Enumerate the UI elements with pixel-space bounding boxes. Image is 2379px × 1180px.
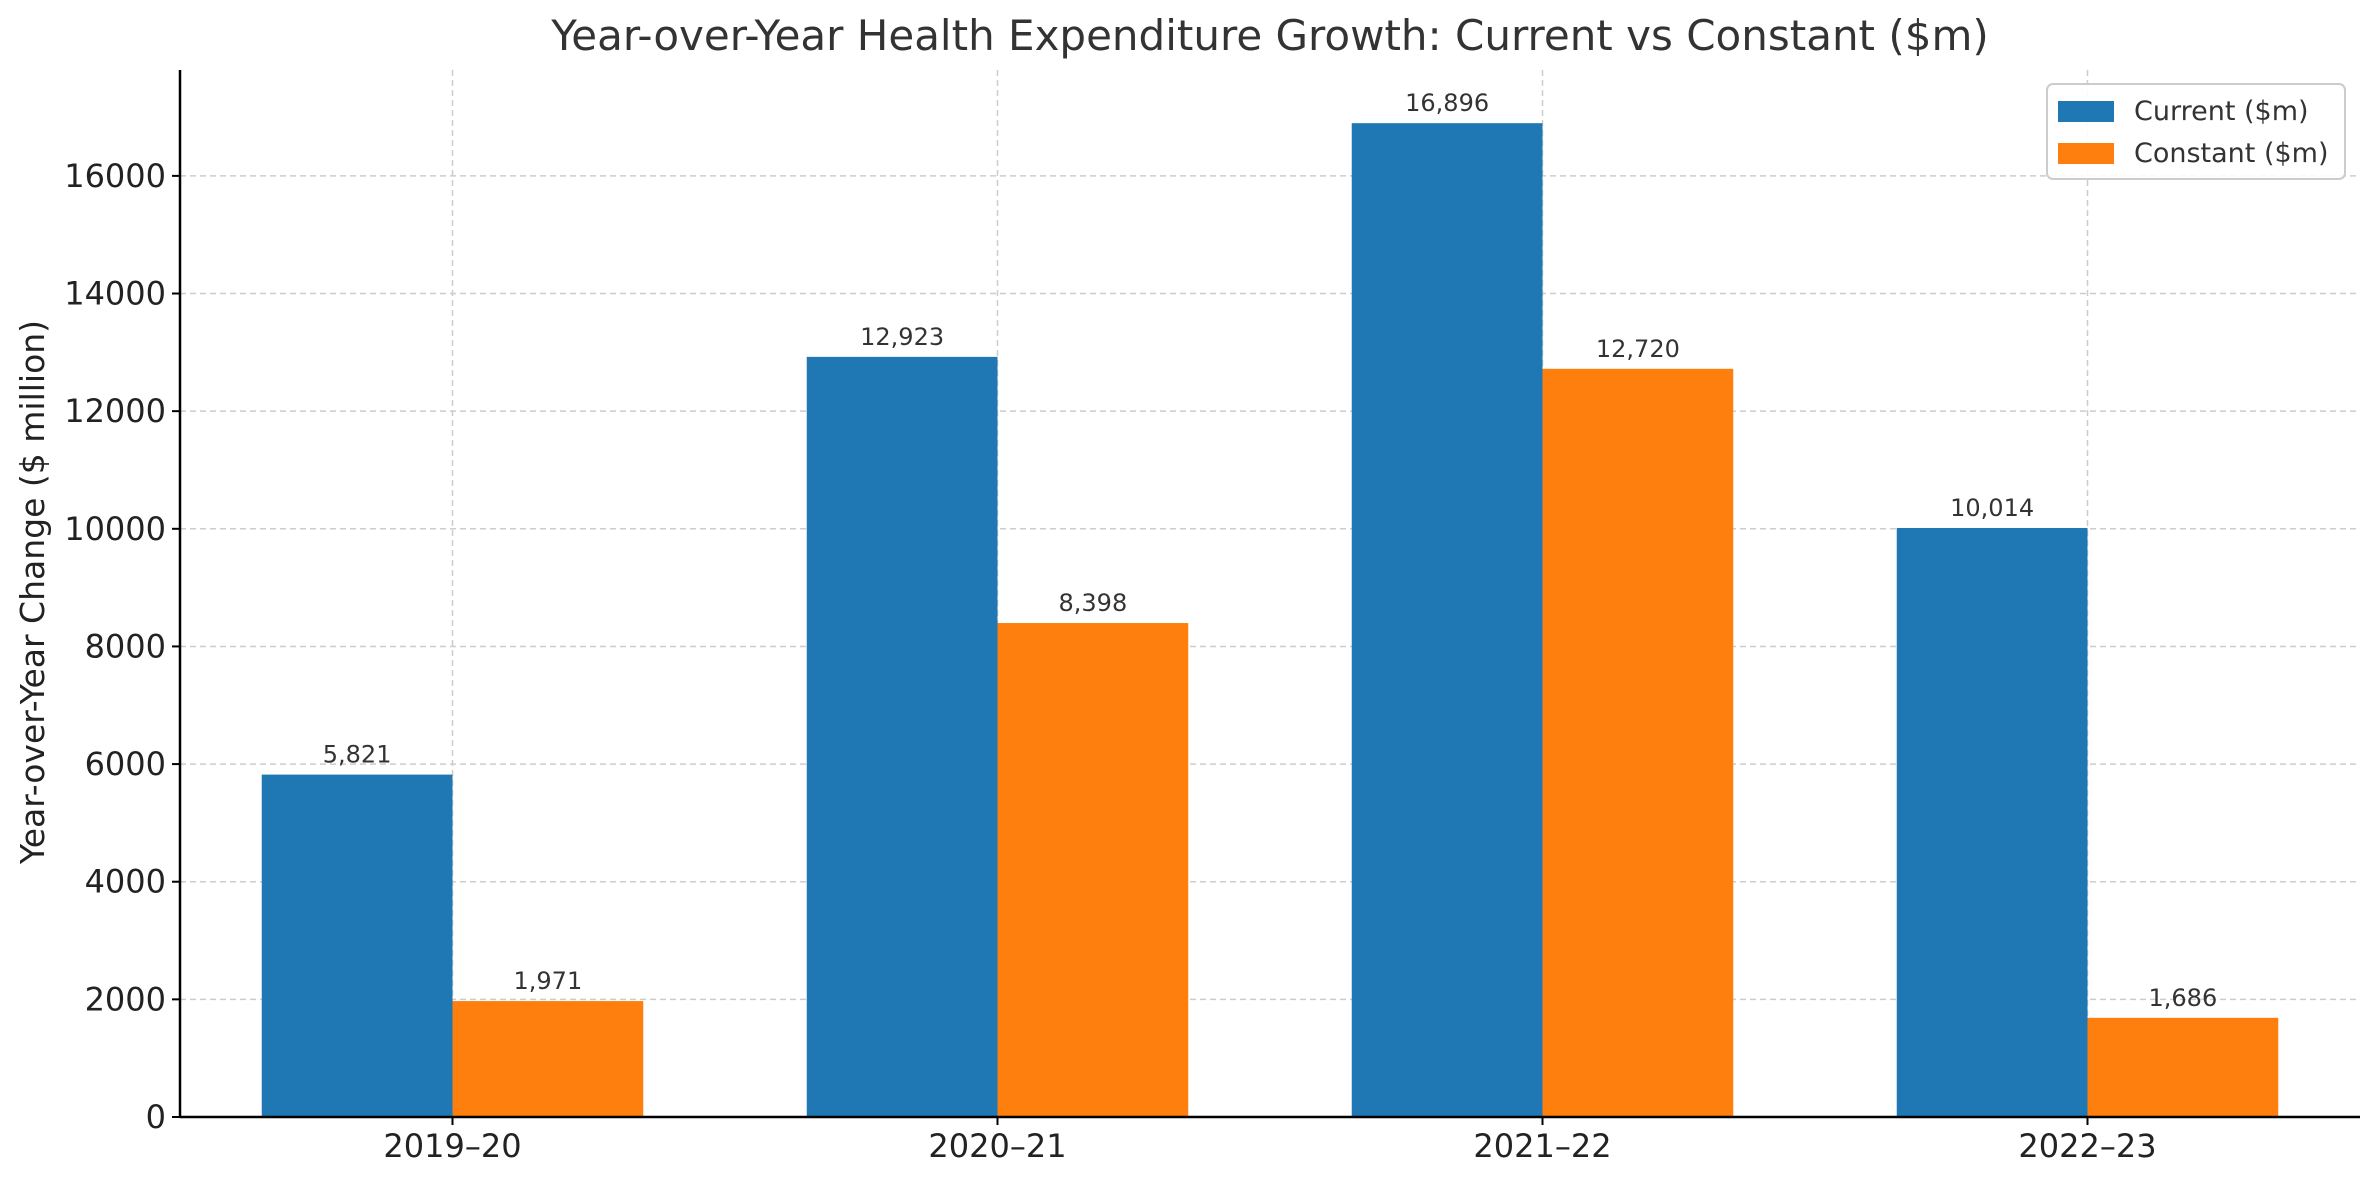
y-tick-label: 6000: [85, 745, 166, 783]
y-tick-label: 12000: [64, 392, 166, 430]
x-tick-label: 2020–21: [928, 1127, 1066, 1165]
bar-value-label: 16,896: [1405, 89, 1489, 117]
bar-value-label: 1,971: [514, 967, 583, 995]
y-axis-label: Year-over-Year Change ($ million): [13, 320, 52, 865]
bar-current: [261, 774, 453, 1117]
y-tick-label: 8000: [85, 627, 166, 665]
x-tick-label: 2019–20: [383, 1127, 521, 1165]
grid-lines: [180, 70, 2360, 1117]
bar-current: [1896, 527, 2088, 1117]
bar-value-label: 12,923: [860, 323, 944, 351]
y-tick-label: 16000: [64, 157, 166, 195]
legend-swatch: [2058, 143, 2114, 164]
bar-current: [1351, 123, 1543, 1118]
bar-value-label: 12,720: [1596, 335, 1680, 363]
x-tick-label: 2022–23: [2018, 1127, 2156, 1165]
y-tick-label: 0: [146, 1098, 166, 1136]
bar-current: [806, 356, 998, 1118]
legend-box: [2046, 83, 2346, 180]
y-tick-label: 14000: [64, 275, 166, 313]
legend-swatch: [2058, 101, 2114, 122]
legend: Current ($m) Constant ($m): [2046, 83, 2346, 180]
y-tick-label: 2000: [85, 980, 166, 1018]
legend-label: Current ($m): [2134, 96, 2309, 127]
bar-constant: [1542, 368, 1734, 1117]
bar-constant: [2087, 1017, 2279, 1117]
bars: [261, 123, 2279, 1118]
y-axis-ticks: 0 2000 4000 6000 8000 10000 12000 14000 16000: [64, 157, 180, 1136]
x-tick-label: 2021–22: [1473, 1127, 1611, 1165]
bar-value-label: 1,686: [2149, 984, 2218, 1012]
bar-value-label: 5,821: [323, 741, 392, 769]
bar-constant: [452, 1001, 644, 1117]
x-axis-ticks: 2019–20 2020–21 2021–22 2022–23: [383, 1117, 2157, 1165]
axes: [178, 70, 2360, 1119]
bar-value-label: 8,398: [1059, 589, 1128, 617]
bar-constant: [997, 623, 1189, 1117]
y-tick-label: 10000: [64, 510, 166, 548]
legend-label: Constant ($m): [2134, 138, 2329, 169]
chart-title: Year-over-Year Health Expenditure Growth…: [550, 11, 1989, 60]
value-labels: 5,821 12,923 16,896 10,014 1,971 8,398 12,720 1…: [323, 89, 2217, 1012]
y-tick-label: 4000: [85, 863, 166, 901]
bar-value-label: 10,014: [1950, 494, 2034, 522]
